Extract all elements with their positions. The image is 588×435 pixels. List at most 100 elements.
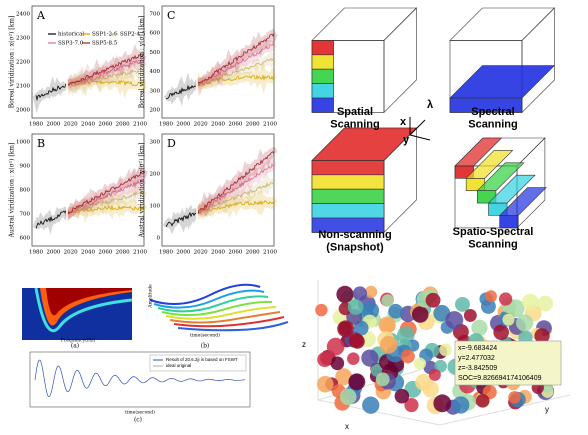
panel-frame xyxy=(161,133,275,247)
cube xyxy=(311,127,418,234)
y-tick-label: 200 xyxy=(150,108,161,114)
scatter-point xyxy=(515,314,534,332)
scatter-point xyxy=(506,299,525,318)
y-axis-label: Boreal viridization : y(σ²) [km] xyxy=(139,16,146,109)
y-axis-label: Austral viridization : y(σ²) [km] xyxy=(139,143,146,239)
cube xyxy=(311,7,418,114)
axis-letter: y xyxy=(403,134,410,146)
tooltip xyxy=(454,340,562,386)
scatter-point xyxy=(439,343,452,357)
x-tick-label: 2100 xyxy=(133,250,147,256)
y-tick-label: 2400 xyxy=(16,12,30,18)
ssp-line xyxy=(197,43,275,87)
legend-label: SSP3-7.0 xyxy=(58,41,84,47)
x-tick-label: 2100 xyxy=(263,122,277,128)
y-tick-label: 200 xyxy=(150,172,161,178)
surface-line xyxy=(149,283,261,305)
ssp-line xyxy=(197,163,275,214)
x-tick-label: 2060 xyxy=(228,250,242,256)
scatter-point xyxy=(400,349,415,364)
scatter-point xyxy=(471,319,488,336)
x-tick-label: 2020 xyxy=(194,250,208,256)
scatter-point xyxy=(411,306,429,323)
panel-letter: B xyxy=(37,137,45,150)
surface-line xyxy=(169,311,281,324)
scatter-point xyxy=(475,393,490,408)
scatter-point xyxy=(361,301,380,320)
surface-line xyxy=(153,289,265,309)
cube-face xyxy=(498,187,547,216)
legend-label: SSP1-2.6 xyxy=(92,32,118,38)
scan-label: Non-scanning (Snapshot) xyxy=(318,229,391,254)
cube-face xyxy=(311,83,334,99)
x-tick-label: 1980 xyxy=(29,250,43,256)
scatter-point xyxy=(361,349,379,367)
scatter-point xyxy=(434,359,447,373)
scatter-point xyxy=(336,285,354,303)
tooltip-line: SOC=9.826694174106409 xyxy=(458,375,542,382)
x-tick-label: 2080 xyxy=(116,122,130,128)
x-tick-label: 1980 xyxy=(29,122,43,128)
ssp-line xyxy=(67,67,145,87)
scatter-point xyxy=(352,286,368,301)
scatter-point xyxy=(326,337,345,356)
cube xyxy=(454,137,547,229)
cube-face xyxy=(311,160,385,176)
y-tick-label: 300 xyxy=(150,88,161,94)
scatter-point xyxy=(508,391,521,404)
ssp-line xyxy=(67,54,145,86)
x-tick-label: 2000 xyxy=(176,122,190,128)
scatter-point xyxy=(534,328,550,344)
y-tick-label: 400 xyxy=(150,69,161,75)
scatter-point xyxy=(339,388,357,406)
scatter-point xyxy=(455,296,470,312)
y-tick-label: 800 xyxy=(20,188,31,194)
scatter-point xyxy=(484,290,497,303)
cube-face xyxy=(465,150,514,179)
y-tick-label: 700 xyxy=(150,12,161,18)
y-tick-label: 0 xyxy=(157,236,161,242)
legend-label: SSP2-4.5 xyxy=(120,32,146,38)
scatter-point xyxy=(397,326,415,344)
scatter-point xyxy=(379,336,398,354)
scatter-point xyxy=(378,316,396,334)
y-tick-label: 600 xyxy=(150,31,161,37)
x-tick-label: 2060 xyxy=(98,250,112,256)
axis-letter: x xyxy=(400,116,407,128)
ssp-line xyxy=(67,169,145,215)
cube xyxy=(449,7,556,114)
cube-face xyxy=(311,203,385,219)
x-tick-label: 2020 xyxy=(64,250,78,256)
cube-face xyxy=(476,162,525,191)
scatter-point xyxy=(317,352,333,368)
x-tick-label: 2000 xyxy=(46,122,60,128)
scatter-point xyxy=(428,368,441,381)
scatter-point xyxy=(445,311,464,330)
scatter-point xyxy=(362,396,380,414)
historical-line xyxy=(165,211,197,228)
caption: (c) xyxy=(134,417,142,424)
x-tick-label: 1980 xyxy=(159,122,173,128)
scatter-point xyxy=(522,293,539,311)
ssp-line xyxy=(67,190,145,215)
scatter-point xyxy=(353,320,369,336)
axis-arrow xyxy=(409,134,431,141)
ssp-line xyxy=(197,57,275,86)
scatter-point xyxy=(463,308,477,322)
axis-letter: x xyxy=(345,422,349,431)
scatter-point xyxy=(381,294,395,307)
scatter-point xyxy=(422,380,439,398)
x-tick-label: 2080 xyxy=(246,122,260,128)
scatter-point xyxy=(316,375,334,393)
x-tick-label: 2040 xyxy=(81,122,95,128)
panel-letter: D xyxy=(167,137,176,150)
x-tick-label: 2060 xyxy=(228,122,242,128)
legend-box xyxy=(149,354,247,372)
cube-face xyxy=(311,40,334,56)
scatter-point xyxy=(315,303,328,317)
tooltip-line: z=-3.842509 xyxy=(458,365,497,372)
cube-face xyxy=(454,137,503,167)
scatter-point xyxy=(337,320,355,338)
scan-label: Spatio-Spectral Scanning xyxy=(453,226,534,251)
x-tick-label: 2020 xyxy=(194,122,208,128)
